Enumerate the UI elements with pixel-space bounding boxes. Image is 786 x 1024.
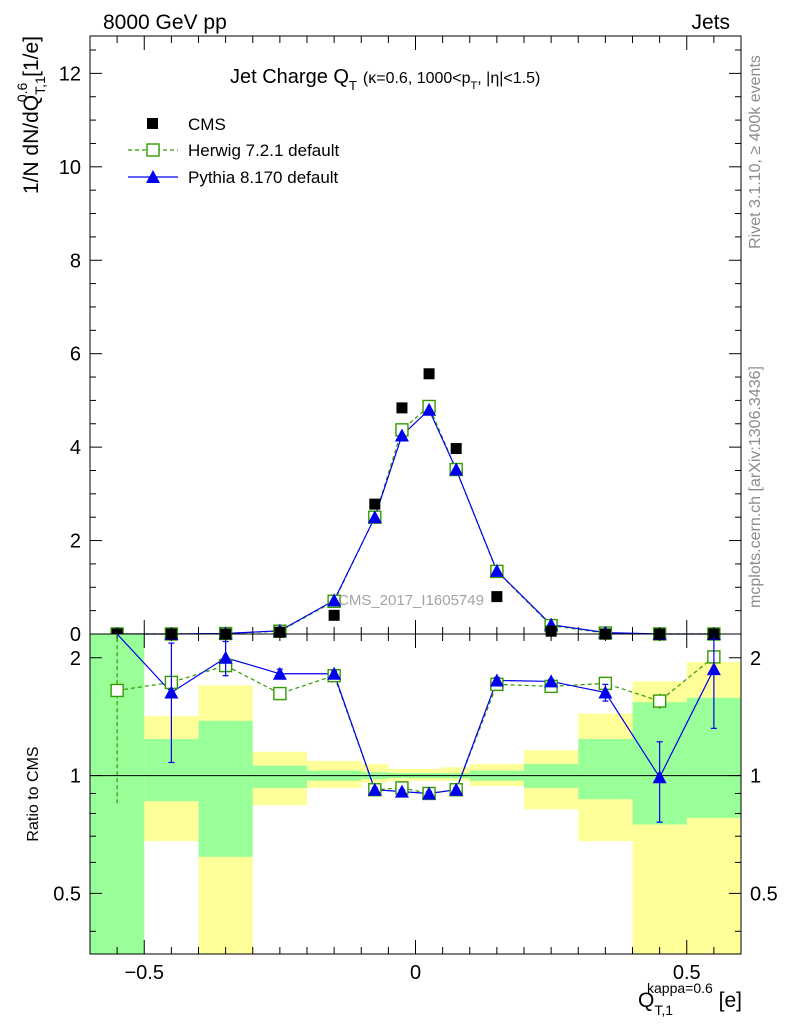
pythia-ratio-point — [327, 666, 342, 680]
title-paren-sub: T — [471, 80, 478, 92]
cms-point — [328, 609, 340, 621]
energy-label: 8000 GeV pp — [103, 11, 227, 34]
ratio-y-tick-label: 0.5 — [53, 883, 81, 905]
ratio-y-axis-label: Ratio to CMS — [25, 746, 42, 841]
pythia-ratio-point — [367, 782, 382, 796]
ratio-panel-series — [110, 633, 721, 823]
jets-label: Jets — [691, 11, 730, 34]
herwig-ratio-line — [117, 656, 715, 795]
title-main-sub: T — [349, 78, 357, 93]
ratio-y-tick-label: 2 — [70, 648, 81, 670]
pythia-ratio-point — [706, 662, 721, 676]
main-y-tick-label: 0 — [70, 624, 81, 646]
pythia-point — [449, 462, 464, 476]
cms-point — [369, 498, 381, 510]
mc-stat-band-inner — [252, 765, 307, 788]
x-axis-label: QT,1 kappa=0.6 [e] — [638, 980, 742, 1018]
pythia-ratio-point — [544, 674, 559, 688]
x-tick-labels: −0.5 0 0.5 — [125, 962, 701, 984]
legend-marker-cms — [147, 118, 158, 129]
main-y-tick-label: 10 — [59, 157, 81, 179]
ratio-y-tick-label-right: 2 — [750, 648, 761, 670]
main-panel-series — [110, 368, 721, 641]
pythia-ratio-point — [218, 650, 233, 664]
pythia-ratio-point — [272, 666, 287, 680]
main-y-tick-label: 4 — [70, 437, 81, 459]
ylabel-a: 1/N dN/dQ — [20, 95, 43, 194]
cms-point — [450, 443, 462, 455]
legend-item-cms: CMS — [147, 115, 226, 134]
x-tick-label: 0.5 — [673, 962, 701, 984]
pythia-point — [394, 428, 409, 442]
cms-point — [396, 402, 408, 414]
main-y-tick-label: 12 — [59, 63, 81, 85]
cms-point — [491, 591, 503, 603]
pythia-ratio-point — [652, 770, 667, 784]
ratio-y-tick-label-right: 1 — [750, 766, 761, 788]
pythia-ratio-point — [489, 673, 504, 687]
mc-stat-band-inner — [578, 739, 633, 800]
ylabel-sub: T,1 — [32, 76, 48, 95]
main-y-tick-label: 2 — [70, 531, 81, 553]
main-y-tick-label: 8 — [70, 250, 81, 272]
xlabel-sub: T,1 — [654, 1002, 673, 1018]
analysis-watermark: CMS_2017_I1605749 — [338, 592, 484, 609]
pythia-point — [367, 510, 382, 524]
main-y-tick-labels: 0 2 4 6 8 10 12 — [59, 63, 81, 646]
main-y-tick-label: 6 — [70, 344, 81, 366]
ratio-panel-ticks — [89, 634, 742, 954]
cms-point — [274, 626, 286, 638]
title-main: Jet Charge Q — [230, 66, 349, 88]
title-paren-b: , |η|<1.5) — [477, 70, 540, 87]
ratio-y-tick-label-right: 0.5 — [750, 883, 778, 905]
legend-label-cms: CMS — [188, 115, 226, 134]
x-tick-label: −0.5 — [125, 962, 164, 984]
legend-label-pythia: Pythia 8.170 default — [188, 168, 339, 187]
legend-item-herwig: Herwig 7.2.1 default — [128, 141, 339, 160]
pythia-ratio-line — [116, 633, 715, 795]
ratio-panel-frame — [89, 633, 742, 955]
rivet-label: Rivet 3.1.10, ≥ 400k events — [747, 55, 764, 249]
pythia-ratio-point — [449, 782, 464, 796]
pythia-ratio-point — [164, 685, 179, 699]
pythia-line — [117, 408, 714, 635]
pythia-point — [327, 593, 342, 607]
legend-item-pythia: Pythia 8.170 default — [128, 168, 339, 187]
xlabel-b: [e] — [713, 989, 742, 1012]
ratio-y-tick-label: 1 — [70, 766, 81, 788]
cms-point — [545, 625, 557, 637]
legend-label-herwig: Herwig 7.2.1 default — [188, 141, 339, 160]
ylabel-b: [1/e] — [20, 36, 43, 83]
legend-marker-herwig — [146, 143, 160, 157]
mcplots-label: mcplots.cern.ch [arXiv:1306.3436] — [747, 366, 764, 608]
main-y-axis-label: 1/N dN/dQT,10.6 [1/e] — [14, 36, 48, 194]
herwig-line — [117, 405, 714, 635]
legend-marker-pythia — [146, 170, 160, 183]
pythia-ratio-point — [394, 784, 409, 798]
mc-stat-band-inner — [198, 720, 253, 857]
title-paren-a: (κ=0.6, 1000<p — [363, 70, 471, 87]
xlabel-sup: kappa=0.6 — [647, 980, 713, 996]
pythia-ratio-point — [598, 685, 613, 699]
pythia-ratio-point — [422, 786, 437, 800]
herwig-ratio-point — [110, 683, 124, 698]
xlabel-a: Q — [638, 989, 654, 1012]
ratio-y-tick-labels: 0.5 0.5 1 1 2 2 — [53, 648, 778, 906]
ratio-panel: 0.5 0.5 1 1 2 2 −0.5 0 0.5 Ratio to CMS QT,1 kap… — [25, 633, 778, 1018]
herwig-ratio-point — [273, 686, 287, 701]
cms-point — [423, 368, 435, 380]
pythia-point — [422, 402, 437, 416]
pythia-point — [489, 563, 504, 577]
herwig-ratio-point — [652, 694, 667, 708]
legend: CMS Herwig 7.2.1 default Pythia 8.170 de… — [128, 115, 339, 187]
ylabel-sup: 0.6 — [14, 82, 30, 102]
chart-title: Jet Charge QT (κ=0.6, 1000<pT, |η|<1.5) — [230, 66, 540, 93]
x-tick-label: 0 — [410, 962, 421, 984]
